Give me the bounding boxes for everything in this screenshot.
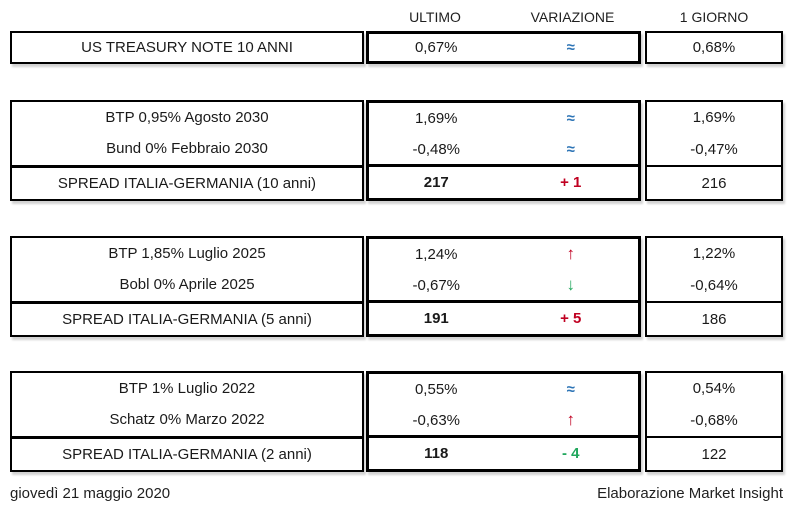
table-row: 0,55% ≈ — [369, 374, 638, 405]
ultimo-value: -0,67% — [412, 276, 461, 294]
variazione-flat-icon: ≈ — [566, 140, 575, 158]
giorno-box: 1,22% -0,64% 186 — [645, 236, 783, 337]
block-us-treasury: US TREASURY NOTE 10 ANNI 0,67% ≈ 0,68% — [10, 31, 783, 64]
spread-variazione-value: + 1 — [560, 174, 582, 192]
label-box: US TREASURY NOTE 10 ANNI — [10, 31, 364, 64]
ultimo-value: 0,67% — [414, 39, 458, 56]
instrument-label: BTP 1% Luglio 2022 — [118, 380, 256, 398]
label-box: BTP 0,95% Agosto 2030 Bund 0% Febbraio 2… — [10, 100, 364, 201]
spread-ultimo-value: 118 — [424, 445, 449, 463]
table-row: 0,67% ≈ — [369, 34, 638, 61]
column-header-1-giorno: 1 GIORNO — [679, 9, 749, 25]
column-header-ultimo: ULTIMO — [409, 9, 461, 25]
spread-giorno-value: 216 — [647, 165, 781, 199]
spread-label: SPREAD ITALIA-GERMANIA (10 anni) — [12, 164, 362, 199]
table-row: 1,24% ↑ — [369, 239, 638, 270]
ultimo-value: 0,55% — [414, 380, 458, 398]
ultimo-variazione-box: 1,69% ≈ -0,48% ≈ 217 + 1 — [366, 100, 641, 201]
block-10-anni: BTP 0,95% Agosto 2030 Bund 0% Febbraio 2… — [10, 100, 783, 201]
spread-row: 217 + 1 — [369, 164, 638, 198]
table-row: 1,69% ≈ — [369, 103, 638, 134]
spread-label: SPREAD ITALIA-GERMANIA (2 anni) — [12, 435, 362, 470]
giorno-value: 0,68% — [692, 39, 736, 56]
variazione-flat-icon: ≈ — [566, 380, 575, 398]
ultimo-value: -0,63% — [412, 411, 461, 429]
table-row: -0,48% ≈ — [369, 134, 638, 165]
spread-ultimo-value: 217 — [423, 174, 449, 192]
giorno-box: 0,68% — [645, 31, 783, 64]
table-row: -0,67% ↓ — [369, 270, 638, 301]
instrument-label: Schatz 0% Marzo 2022 — [109, 411, 265, 429]
ultimo-variazione-box: 0,55% ≈ -0,63% ↑ 118 - 4 — [366, 371, 641, 472]
spread-ultimo-value: 191 — [423, 310, 449, 328]
ultimo-variazione-box: 1,24% ↑ -0,67% ↓ 191 + 5 — [366, 236, 641, 337]
spread-row: 118 - 4 — [369, 435, 638, 469]
label-box: BTP 1,85% Luglio 2025 Bobl 0% Aprile 202… — [10, 236, 364, 337]
instrument-label: Bund 0% Febbraio 2030 — [106, 140, 268, 158]
giorno-box: 0,54% -0,68% 122 — [645, 371, 783, 472]
spread-variazione-value: + 5 — [560, 310, 582, 328]
ultimo-variazione-box: 0,67% ≈ — [366, 31, 641, 64]
spread-label: SPREAD ITALIA-GERMANIA (5 anni) — [12, 300, 362, 335]
variazione-up-arrow-icon: ↑ — [566, 244, 576, 264]
variazione-up-arrow-icon: ↑ — [566, 410, 576, 429]
label-box: BTP 1% Luglio 2022 Schatz 0% Marzo 2022 … — [10, 371, 364, 472]
column-headers: ULTIMO VARIAZIONE 1 GIORNO — [10, 5, 783, 29]
ultimo-value: -0,48% — [412, 140, 461, 158]
attribution-label: Elaborazione Market Insight — [597, 484, 783, 502]
giorno-value: -0,64% — [690, 277, 738, 294]
variazione-flat-icon: ≈ — [566, 39, 575, 56]
instrument-label: BTP 1,85% Luglio 2025 — [108, 245, 266, 263]
column-header-variazione: VARIAZIONE — [530, 9, 615, 25]
giorno-value: -0,68% — [690, 412, 738, 429]
variazione-down-arrow-icon: ↓ — [566, 275, 576, 294]
spread-giorno-value: 122 — [647, 436, 781, 470]
instrument-label: US TREASURY NOTE 10 ANNI — [81, 39, 293, 56]
ultimo-value: 1,69% — [414, 109, 458, 127]
giorno-value: -0,47% — [690, 141, 738, 158]
footer: giovedì 21 maggio 2020 Elaborazione Mark… — [10, 483, 783, 503]
giorno-value: 0,54% — [692, 380, 736, 398]
instrument-label: BTP 0,95% Agosto 2030 — [105, 109, 269, 127]
variazione-flat-icon: ≈ — [566, 109, 575, 127]
spread-giorno-value: 186 — [647, 301, 781, 335]
instrument-label: Bobl 0% Aprile 2025 — [119, 276, 255, 294]
spread-row: 191 + 5 — [369, 300, 638, 334]
giorno-value: 1,69% — [692, 109, 736, 127]
date-label: giovedì 21 maggio 2020 — [10, 484, 171, 502]
table-row: -0,63% ↑ — [369, 405, 638, 436]
block-5-anni: BTP 1,85% Luglio 2025 Bobl 0% Aprile 202… — [10, 236, 783, 337]
block-2-anni: BTP 1% Luglio 2022 Schatz 0% Marzo 2022 … — [10, 371, 783, 472]
ultimo-value: 1,24% — [414, 245, 458, 263]
giorno-value: 1,22% — [692, 245, 736, 263]
spread-variazione-value: - 4 — [561, 445, 580, 463]
giorno-box: 1,69% -0,47% 216 — [645, 100, 783, 201]
